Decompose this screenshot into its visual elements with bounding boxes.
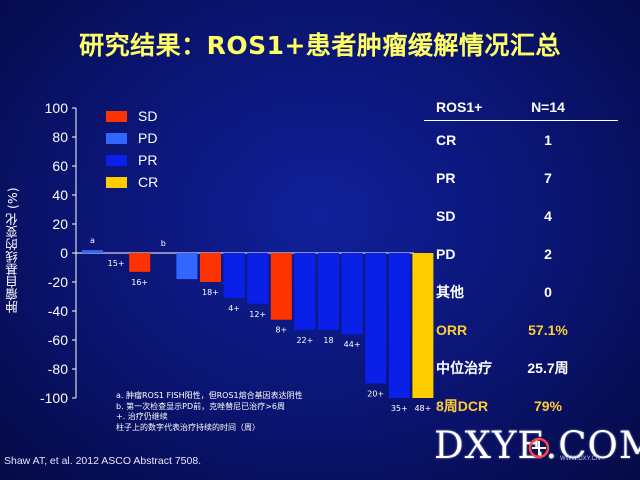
table-row-value: 57.1% (528, 322, 568, 338)
table-row-pd: PD 2 (424, 235, 618, 273)
bar (270, 253, 292, 320)
bar (341, 253, 363, 335)
bar-label: 18 (323, 336, 333, 345)
table-row-median: 中位治疗 25.7周 (424, 349, 618, 387)
table-row-value: 2 (544, 246, 552, 262)
bar-label: 4+ (228, 304, 240, 313)
legend-item-sd: SD (106, 108, 206, 130)
legend-item-pr: PR (106, 152, 206, 174)
bar-label: 35+ (391, 404, 408, 413)
table-row-value: 79% (533, 398, 563, 414)
bar (294, 253, 316, 330)
bar-label: 15+ (108, 259, 125, 268)
bar-series (82, 250, 434, 398)
table-row-label: CR (436, 132, 457, 148)
y-tick-label: 0 (60, 245, 68, 261)
legend-swatch-pd (106, 133, 127, 144)
table-row-label: SD (436, 208, 456, 224)
bar-label: a (90, 236, 95, 245)
y-tick-label: -80 (48, 361, 68, 377)
y-tick-label: -40 (48, 303, 68, 319)
footnote-b: b. 第一次检查显示PD前，克唑替尼已治疗>6周 (116, 401, 285, 411)
bar (82, 250, 103, 253)
bar-label: 8+ (275, 326, 287, 335)
footnote-numbers: 柱子上的数字代表治疗持续的时间（周） (116, 422, 260, 432)
bar-label: 16+ (131, 278, 148, 287)
table-row-label: 8周DCR (436, 398, 489, 414)
bar-labels: a 15+ 16+ b 18+ 4+ 12+ 8+ 22+ 18 44+ 20+ 35+ 48+ (90, 236, 431, 413)
site-logo: DXYE.COM (434, 424, 640, 467)
summary-table: ROS1+ N=14 CR 1 PR 7 SD 4 PD 2 其他 0 ORR … (424, 94, 618, 425)
y-tick-label: 80 (52, 129, 68, 145)
table-row-value: 4 (544, 208, 552, 224)
y-tick-label: -100 (40, 390, 68, 406)
table-row-cr: CR 1 (424, 121, 618, 159)
legend-label-pr: PR (138, 152, 158, 168)
bar (176, 253, 198, 280)
table-row-other: 其他 0 (424, 273, 618, 311)
y-tick-label: -60 (48, 332, 68, 348)
table-row-pr: PR 7 (424, 159, 618, 197)
legend-swatch-sd (106, 111, 127, 122)
legend-label-cr: CR (138, 174, 159, 190)
table-row-sd: SD 4 (424, 197, 618, 235)
bar (318, 253, 339, 330)
table-row-label: PR (436, 170, 456, 186)
y-axis: -100 -80 -60 -40 -20 0 20 40 60 80 100 (40, 100, 414, 406)
bar-label: 12+ (249, 310, 266, 319)
legend-item-pd: PD (106, 130, 206, 152)
table-row-label: 其他 (436, 284, 464, 300)
chart-footnotes: a. 肿瘤ROS1 FISH阳性，但ROS1熔合基因表达阴性 b. 第一次检查显… (116, 391, 303, 433)
bar (247, 253, 269, 304)
bar (200, 253, 221, 282)
legend-item-cr: CR (106, 174, 206, 196)
bar-label: b (161, 239, 166, 248)
legend-label-pd: PD (138, 130, 158, 146)
y-tick-label: 40 (52, 187, 68, 203)
y-tick-label: 60 (52, 158, 68, 174)
y-tick-label: 100 (45, 100, 69, 116)
bar (129, 253, 151, 272)
table-row-label: ORR (436, 322, 468, 338)
y-tick-label: 20 (52, 216, 68, 232)
y-tick-label: -20 (48, 274, 68, 290)
bar (388, 253, 410, 398)
bar (412, 253, 434, 398)
slide-title: 研究结果：ROS1+患者肿瘤缓解情况汇总 (79, 31, 561, 60)
bar-label: 18+ (202, 288, 219, 297)
table-row-dcr: 8周DCR 79% (424, 387, 618, 425)
logo-icon (528, 437, 550, 459)
legend-swatch-cr (106, 177, 127, 188)
bar-label: 22+ (296, 336, 313, 345)
citation: Shaw AT, et al. 2012 ASCO Abstract 7508. (4, 455, 202, 467)
table-header: ROS1+ N=14 (424, 94, 618, 121)
table-row-value: 7 (544, 170, 552, 186)
bar-label: 44+ (344, 340, 361, 349)
bar (365, 253, 387, 384)
footnote-plus: +. 治疗仍继续 (116, 412, 168, 421)
table-row-value: 0 (544, 284, 552, 300)
table-row-value: 1 (544, 132, 552, 148)
table-row-label: 中位治疗 (436, 360, 492, 376)
y-axis-label: 肿瘤自基线的变化 (%) (5, 187, 20, 313)
legend-swatch-pr (106, 155, 127, 166)
legend-label-sd: SD (138, 108, 158, 124)
bar-label: 20+ (367, 390, 384, 399)
bar (223, 253, 245, 298)
table-header-value: N=14 (531, 99, 565, 115)
table-header-label: ROS1+ (436, 99, 483, 115)
chart-legend: SD PD PR CR (106, 108, 206, 196)
table-row-label: PD (436, 246, 456, 262)
table-row-orr: ORR 57.1% (424, 311, 618, 349)
bar-label: 48+ (414, 404, 431, 413)
table-row-value: 25.7周 (527, 360, 569, 376)
footnote-a: a. 肿瘤ROS1 FISH阳性，但ROS1熔合基因表达阴性 (116, 391, 303, 400)
logo-subtext: WWW.DXY.CN (560, 456, 601, 462)
